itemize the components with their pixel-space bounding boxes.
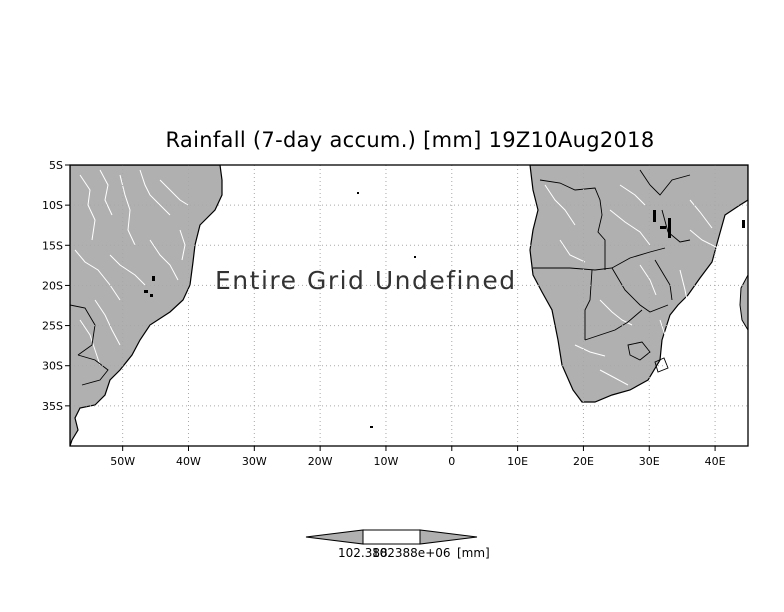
border-line: [611, 267, 669, 313]
lake-mark: [653, 210, 656, 222]
border-line: [539, 179, 606, 270]
lon-tick-label: 30W: [242, 455, 267, 468]
lon-tick-label: 20E: [573, 455, 594, 468]
colorbar-unit: [mm]: [457, 546, 490, 560]
river-line: [139, 169, 171, 216]
lake-mark: [144, 290, 148, 293]
border-line: [584, 309, 643, 341]
land-layer: [70, 165, 748, 446]
lat-tick-label: 25S: [42, 320, 63, 333]
island-mark: [370, 426, 373, 428]
river-line: [119, 174, 136, 246]
lon-tick-label: 10E: [507, 455, 528, 468]
island-mark: [414, 256, 416, 258]
borders-layer: [70, 169, 691, 386]
river-line: [619, 184, 646, 206]
lon-tick-label: 30E: [639, 455, 660, 468]
lake-mark: [660, 226, 666, 229]
colorbar: 102.388 102388e+06 [mm]: [305, 529, 490, 560]
undefined-grid-message: Entire Grid Undefined: [215, 266, 517, 295]
south-america-landmass: [70, 165, 223, 446]
border-line: [661, 209, 691, 243]
river-line: [609, 209, 651, 246]
lake-mark: [668, 218, 671, 238]
border-line: [654, 357, 669, 373]
lat-tick-label: 20S: [42, 279, 63, 292]
ticks-layer: [65, 164, 716, 451]
lon-tick-label: 40W: [176, 455, 201, 468]
river-line: [109, 254, 146, 286]
colorbar-right-arrow: [419, 529, 478, 545]
lon-tick-label: 10W: [374, 455, 399, 468]
lon-tick-label: 0: [448, 455, 455, 468]
lake-mark: [150, 294, 153, 297]
colorbar-segment: [362, 529, 421, 545]
lat-tick-label: 35S: [42, 400, 63, 413]
plot-frame: [69, 164, 749, 447]
river-line: [99, 169, 113, 216]
lat-tick-label: 10S: [42, 199, 63, 212]
lake-mark: [742, 220, 745, 228]
river-line: [659, 319, 669, 346]
colorbar-left-arrow: [305, 529, 364, 545]
river-line: [599, 369, 629, 386]
river-line: [149, 239, 179, 281]
island-mark: [357, 192, 359, 194]
lon-tick-label: 50W: [110, 455, 135, 468]
lat-tick-label: 5S: [49, 159, 63, 172]
lat-tick-label: 15S: [42, 239, 63, 252]
river-line: [74, 249, 121, 301]
river-line: [689, 199, 713, 229]
border-line: [70, 304, 96, 356]
colorbar-label-left: 102.388: [338, 546, 388, 560]
map-title: Rainfall (7-day accum.) [mm] 19Z10Aug201…: [165, 128, 655, 152]
river-line: [689, 229, 719, 249]
lon-tick-label: 40E: [705, 455, 726, 468]
border-line: [77, 354, 109, 386]
lat-tick-label: 30S: [42, 360, 63, 373]
river-line: [79, 174, 96, 241]
border-line: [627, 341, 651, 361]
river-line: [94, 299, 121, 346]
africa-landmass: [529, 165, 748, 403]
river-line: [179, 229, 186, 261]
lake-mark: [152, 276, 155, 281]
colorbar-label-right: 102388e+06: [372, 546, 451, 560]
river-line: [639, 264, 657, 296]
border-line: [639, 169, 691, 196]
river-line: [544, 184, 576, 226]
river-line: [679, 269, 689, 306]
river-line: [574, 344, 606, 357]
river-line: [159, 179, 189, 206]
river-line: [559, 239, 586, 263]
tick-labels-layer: 50W 40W 30W 20W 10W 0 10E 20E 30E 40E 5S 10S 15S 20S 2…: [42, 159, 726, 468]
lakes-layer: [144, 192, 745, 428]
lon-tick-label: 20W: [308, 455, 333, 468]
madagascar-landmass: [739, 274, 748, 331]
